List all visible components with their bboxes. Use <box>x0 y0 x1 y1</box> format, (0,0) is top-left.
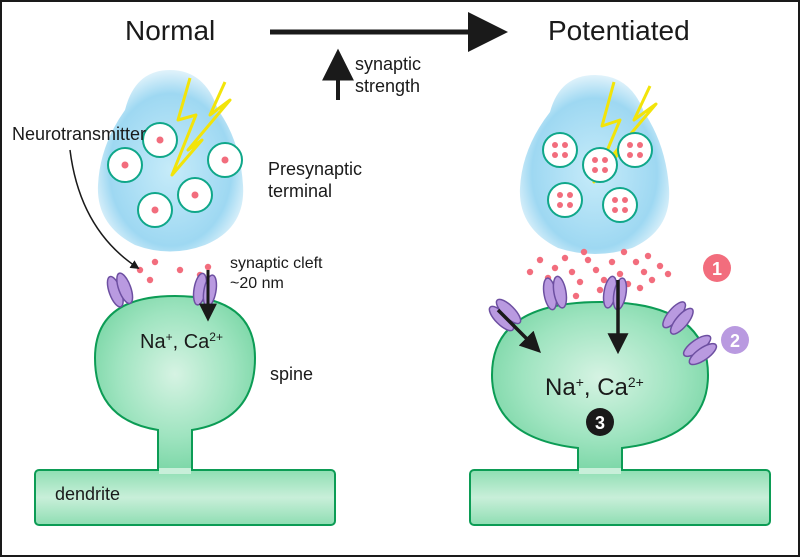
badge-2: 2 <box>721 326 749 354</box>
nt-dot <box>597 287 603 293</box>
nt-dot <box>633 259 639 265</box>
nt-dot <box>537 257 543 263</box>
receptor <box>104 271 136 309</box>
nt-dot <box>177 267 183 273</box>
nt-dot <box>552 265 558 271</box>
nt-dot <box>649 277 655 283</box>
nt-dot <box>609 259 615 265</box>
badge-3: 3 <box>586 408 614 436</box>
vesicle <box>208 143 242 177</box>
nt-dot <box>585 257 591 263</box>
nt-dot <box>562 255 568 261</box>
label-spine: spine <box>270 364 313 384</box>
nt-dot <box>205 264 211 270</box>
svg-text:1: 1 <box>712 259 722 279</box>
spine-left <box>95 296 255 470</box>
receptor <box>541 275 568 310</box>
nt-dot <box>581 249 587 255</box>
label-synaptic1: synaptic <box>355 54 421 74</box>
vesicle <box>548 183 582 217</box>
vesicle <box>543 133 577 167</box>
vesicle <box>583 148 617 182</box>
dendrite-right <box>470 470 770 525</box>
nt-dot <box>577 279 583 285</box>
nt-dot <box>147 277 153 283</box>
label-presynaptic2: terminal <box>268 181 332 201</box>
label-dendrite: dendrite <box>55 484 120 504</box>
label-synaptic2: strength <box>355 76 420 96</box>
nt-dot <box>593 267 599 273</box>
nt-dot <box>641 269 647 275</box>
nt-dot <box>573 293 579 299</box>
svg-text:3: 3 <box>595 413 605 433</box>
label-neurotransmitter: Neurotransmitter <box>12 124 146 144</box>
label-cleft2: ~20 nm <box>230 275 284 292</box>
nt-dot <box>637 285 643 291</box>
label-cleft1: synaptic cleft <box>230 255 323 272</box>
vesicle <box>178 178 212 212</box>
vesicle <box>138 193 172 227</box>
svg-text:2: 2 <box>730 331 740 351</box>
badge-1: 1 <box>703 254 731 282</box>
label-presynaptic1: Presynaptic <box>268 159 362 179</box>
vesicle <box>143 123 177 157</box>
nt-dot <box>665 271 671 277</box>
nt-dot <box>569 269 575 275</box>
spine-neck-join-left <box>159 468 191 474</box>
panel-left: dendrite Na+, Ca2+ Neurotransmitter Pres… <box>12 70 362 525</box>
nt-dot <box>645 253 651 259</box>
nt-dot <box>657 263 663 269</box>
nt-dot <box>527 269 533 275</box>
panel-right: Na+, Ca2+ 1 2 3 <box>470 75 770 525</box>
nt-dot <box>617 271 623 277</box>
nt-dot <box>152 259 158 265</box>
vesicle <box>108 148 142 182</box>
title-left: Normal <box>125 15 215 46</box>
vesicle <box>618 133 652 167</box>
spine-neck-join-right <box>579 468 621 474</box>
diagram-root: Normal Potentiated synaptic strength den… <box>0 0 800 557</box>
nt-dot <box>621 249 627 255</box>
title-right: Potentiated <box>548 15 690 46</box>
vesicle <box>603 188 637 222</box>
